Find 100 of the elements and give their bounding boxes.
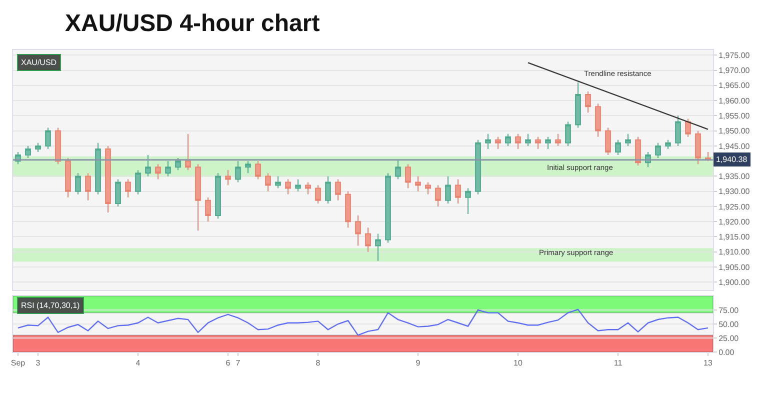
candlestick	[495, 136, 501, 150]
y-tick-label: 1,925.00	[718, 202, 750, 212]
candlestick	[375, 233, 381, 262]
y-tick-label: 1,935.00	[718, 172, 750, 181]
x-tick-label: 8	[316, 358, 321, 368]
candlestick	[25, 145, 31, 159]
candlestick	[545, 136, 551, 150]
candlestick	[75, 172, 81, 195]
candlestick	[95, 142, 101, 195]
candlestick	[235, 160, 241, 183]
candlestick	[335, 178, 341, 201]
candlestick	[565, 121, 571, 146]
candlestick	[435, 184, 441, 207]
candlestick	[675, 115, 681, 146]
y-tick-label: 1,905.00	[718, 262, 750, 272]
candlestick	[665, 139, 671, 150]
y-tick-label: 1,915.00	[718, 232, 750, 242]
candlestick	[415, 176, 421, 192]
candlestick	[445, 176, 451, 204]
candlestick	[185, 133, 191, 171]
candlestick	[295, 178, 301, 192]
x-tick-label: 9	[416, 358, 421, 368]
x-tick-label: 11	[614, 358, 623, 368]
candlestick	[505, 133, 511, 146]
candlestick	[115, 178, 121, 207]
y-tick-label: 1,920.00	[718, 217, 750, 226]
candlestick	[85, 172, 91, 201]
chart-title: XAU/USD 4-hour chart	[65, 10, 320, 38]
candlestick	[425, 182, 431, 195]
candlestick	[165, 160, 171, 177]
candlestick	[385, 172, 391, 244]
x-tick-label: 4	[136, 358, 141, 368]
y-tick-label: 1,970.00	[718, 66, 750, 76]
line-series	[17, 308, 709, 336]
candlestick	[615, 139, 621, 156]
candlestick	[35, 142, 41, 152]
candlestick	[585, 90, 591, 114]
candlestick	[475, 139, 481, 195]
candlestick	[265, 172, 271, 192]
candlestick	[135, 170, 141, 195]
candlestick	[145, 154, 151, 177]
y-tick-label: 1,900.00	[718, 278, 750, 287]
candlestick	[355, 215, 361, 246]
candlestick	[595, 103, 601, 138]
candlestick	[535, 136, 541, 150]
annotation: RSI (14,70,30,1)	[21, 301, 80, 310]
candlestick	[685, 118, 691, 138]
x-tick-label: Sep	[10, 358, 26, 368]
y-tick-label: 1,930.00	[718, 187, 750, 196]
candlestick	[275, 176, 281, 189]
y-tick-label: 1,955.00	[718, 111, 750, 120]
candlestick	[245, 160, 251, 174]
candlestick	[55, 127, 61, 165]
candlestick	[485, 133, 491, 150]
candlestick	[695, 130, 701, 165]
candlestick	[45, 127, 51, 150]
x-tick-label: 13	[704, 358, 713, 368]
candlestick	[525, 133, 531, 146]
candlestick	[515, 133, 521, 150]
candlestick	[255, 160, 261, 180]
y-tick-label: 75.00	[718, 306, 740, 315]
candlestick	[315, 184, 321, 204]
x-tick-label: 7	[236, 358, 241, 368]
candlestick	[155, 164, 161, 180]
candlestick	[105, 145, 111, 214]
y-tick-label: 1,950.00	[718, 126, 750, 136]
candlestick	[125, 178, 131, 198]
y-tick-label: 1,965.00	[718, 81, 750, 90]
x-tick-label: 10	[514, 358, 523, 368]
y-tick-label: 1,910.00	[718, 248, 750, 257]
y-tick-label: 1,945.00	[718, 142, 750, 151]
ref-line-label: 1,940.38	[716, 155, 748, 164]
y-tick-label: 1,975.00	[718, 50, 750, 60]
candlestick	[575, 82, 581, 128]
y-tick-label: 50.00	[718, 320, 740, 329]
annotation: XAU/USD	[21, 58, 57, 67]
candlestick	[215, 172, 221, 220]
y-tick-label: 1,960.00	[718, 96, 750, 106]
candlestick	[195, 164, 201, 232]
candlestick	[345, 190, 351, 228]
candlestick	[175, 158, 181, 171]
candlestick	[225, 170, 231, 186]
candlestick	[635, 136, 641, 166]
x-tick-label: 6	[226, 358, 231, 368]
candlestick	[395, 159, 401, 180]
candlestick	[625, 133, 631, 146]
candlestick	[555, 133, 561, 146]
candlestick	[285, 178, 291, 195]
candlestick	[605, 127, 611, 156]
candlestick	[405, 164, 411, 189]
candlestick	[365, 227, 371, 252]
y-tick-label: 25.00	[718, 334, 740, 343]
y-tick-label: 0.00	[718, 348, 735, 357]
candlestick	[455, 178, 461, 204]
candlestick	[205, 196, 211, 222]
candlestick	[325, 176, 331, 204]
candlestick	[465, 188, 471, 215]
x-tick-label: 3	[36, 358, 41, 368]
candlestick	[305, 182, 311, 195]
candlestick	[655, 142, 661, 159]
